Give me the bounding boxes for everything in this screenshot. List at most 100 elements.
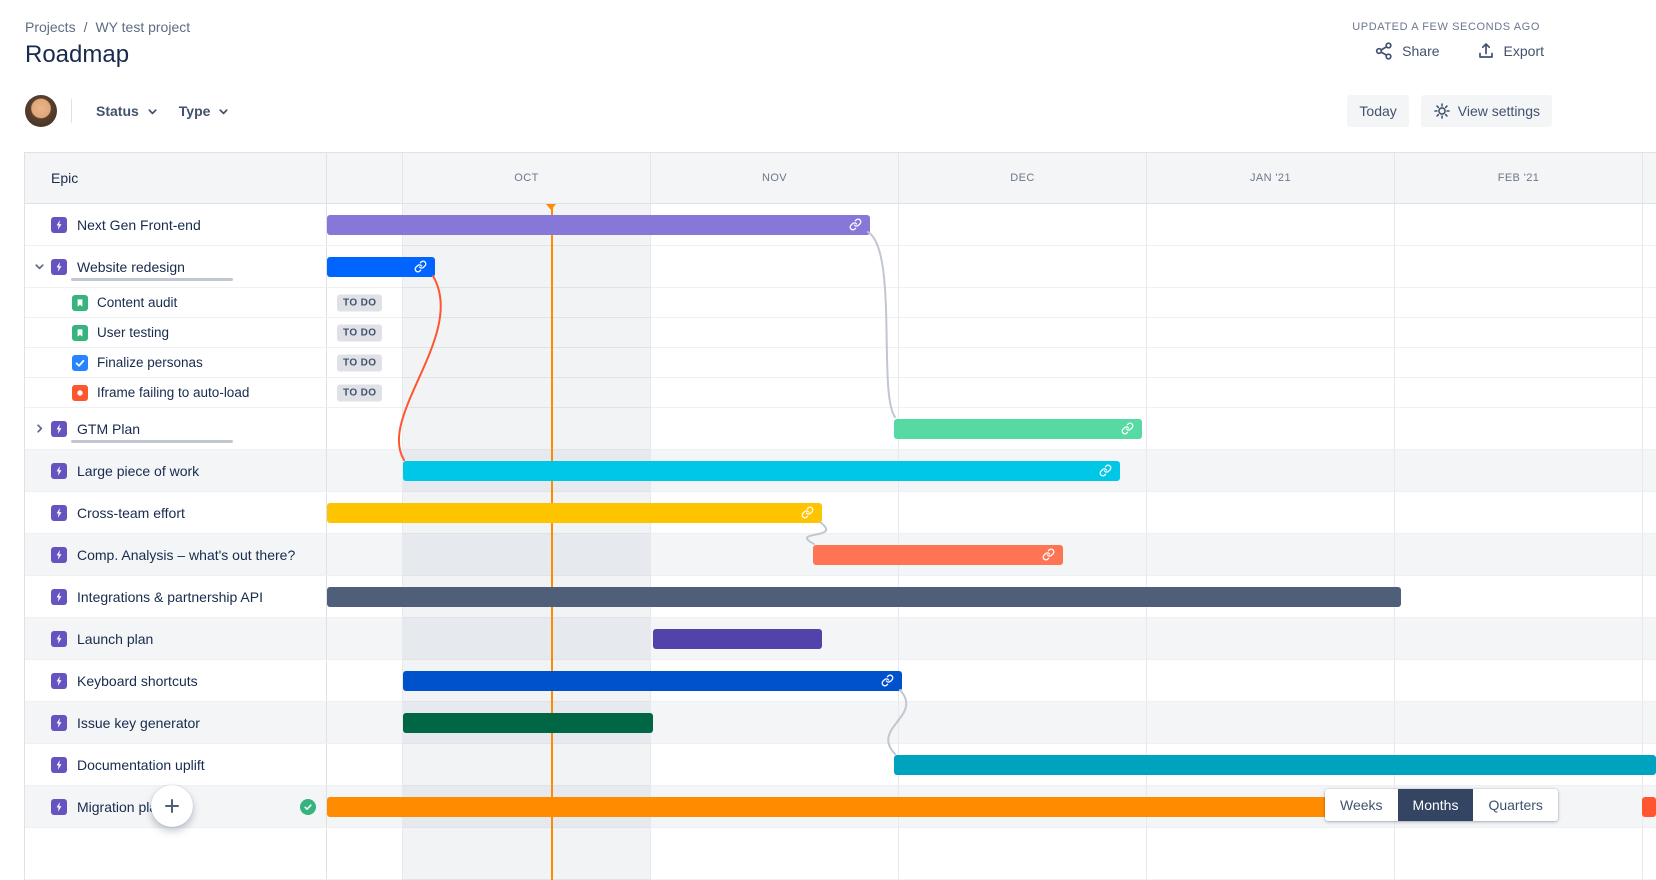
epic-label: Next Gen Front-end [77, 216, 201, 233]
timeline-cell-migration-plan [327, 786, 1656, 827]
zoom-quarters-button[interactable]: Quarters [1473, 789, 1558, 821]
epic-cell-large-piece-of-work[interactable]: Large piece of work [25, 450, 327, 491]
status-filter-label: Status [96, 103, 139, 119]
issue-cell-iframe-failing-to-auto-load[interactable]: Iframe failing to auto-load [25, 378, 327, 407]
view-settings-button[interactable]: View settings [1420, 95, 1552, 127]
epic-icon [51, 504, 67, 521]
epic-cell-next-gen-front-end[interactable]: Next Gen Front-end [25, 204, 327, 245]
epic-cell-integrations-partnership-api[interactable]: Integrations & partnership API [25, 576, 327, 617]
epic-label: Issue key generator [77, 714, 200, 731]
link-icon [1099, 464, 1112, 477]
epic-cell-launch-plan[interactable]: Launch plan [25, 618, 327, 659]
epic-cell-website-redesign[interactable]: Website redesign [25, 246, 327, 287]
epic-label: Comp. Analysis – what's out there? [77, 546, 296, 563]
chevron-right-icon[interactable] [33, 422, 51, 435]
timeline-cell-next-gen-front-end [327, 204, 1656, 245]
epic-label: Integrations & partnership API [77, 588, 263, 605]
gantt-bar-keyboard-shortcuts[interactable] [403, 670, 902, 691]
row-integrations-partnership-api: Integrations & partnership API [25, 576, 1656, 618]
issue-cell-finalize-personas[interactable]: Finalize personas [25, 348, 327, 377]
gantt-bar-issue-key-generator[interactable] [403, 712, 653, 733]
epic-label: GTM Plan [77, 420, 141, 437]
row-iframe-failing-to-auto-load: Iframe failing to auto-load TO DO [25, 378, 1656, 408]
epic-icon [51, 216, 67, 233]
epic-icon [51, 756, 67, 773]
epic-cell-documentation-uplift[interactable]: Documentation uplift [25, 744, 327, 785]
row-large-piece-of-work: Large piece of work [25, 450, 1656, 492]
row-launch-plan: Launch plan [25, 618, 1656, 660]
epic-progress-bar [71, 440, 233, 443]
share-label: Share [1402, 43, 1440, 59]
progress-complete-icon [300, 798, 316, 815]
zoom-weeks-button[interactable]: Weeks [1325, 789, 1398, 821]
gear-icon [1433, 102, 1451, 120]
gantt-bar-migration-plan-overflow[interactable] [1642, 796, 1656, 817]
gantt-bar-website-redesign[interactable] [327, 256, 435, 277]
panel-cell-empty [25, 828, 327, 879]
gantt-bar-migration-plan[interactable] [327, 796, 1537, 817]
issue-cell-content-audit[interactable]: Content audit [25, 288, 327, 317]
timeline-cell-keyboard-shortcuts [327, 660, 1656, 701]
timeline-cell-integrations-partnership-api [327, 576, 1656, 617]
epic-icon [51, 462, 67, 479]
export-button[interactable]: Export [1476, 41, 1544, 61]
gantt-bar-cross-team-effort[interactable] [327, 502, 822, 523]
epic-cell-comp-analysis[interactable]: Comp. Analysis – what's out there? [25, 534, 327, 575]
toolbar-divider [71, 99, 72, 123]
user-avatar[interactable] [25, 95, 57, 127]
toolbar-right: Today View settings [1347, 95, 1552, 127]
gantt-bar-documentation-uplift[interactable] [894, 754, 1656, 775]
zoom-months-button[interactable]: Months [1397, 789, 1474, 821]
month-header-spacer-6 [1642, 153, 1656, 203]
issue-cell-user-testing[interactable]: User testing [25, 318, 327, 347]
gantt-bar-comp-analysis[interactable] [813, 544, 1063, 565]
breadcrumb-projects[interactable]: Projects [25, 19, 76, 35]
row-finalize-personas: Finalize personas TO DO [25, 348, 1656, 378]
status-badge: TO DO [337, 324, 383, 341]
link-icon [849, 218, 862, 231]
timeline-cell-launch-plan [327, 618, 1656, 659]
epic-icon [51, 714, 67, 731]
epic-label: Migration plan [77, 798, 165, 815]
epic-icon [51, 420, 67, 437]
gantt-bar-gtm-plan[interactable] [894, 418, 1142, 439]
timeline-cell-empty-partial-row [327, 828, 1656, 879]
plus-icon [163, 797, 181, 815]
today-button[interactable]: Today [1347, 95, 1409, 127]
epic-label: Large piece of work [77, 462, 200, 479]
row-issue-key-generator: Issue key generator [25, 702, 1656, 744]
share-button[interactable]: Share [1374, 41, 1440, 61]
breadcrumb-current-project[interactable]: WY test project [95, 19, 191, 35]
epic-cell-keyboard-shortcuts[interactable]: Keyboard shortcuts [25, 660, 327, 701]
type-filter-dropdown[interactable]: Type [169, 97, 241, 125]
gantt-rows: Next Gen Front-end Website redesign Conten… [25, 204, 1656, 880]
export-label: Export [1503, 43, 1544, 59]
gantt-bar-next-gen-front-end[interactable] [327, 214, 870, 235]
status-filter-dropdown[interactable]: Status [86, 97, 169, 125]
timeline-cell-content-audit: TO DO [327, 288, 1656, 317]
epic-cell-migration-plan[interactable]: Migration plan [25, 786, 327, 827]
gantt-bar-integrations-partnership-api[interactable] [327, 586, 1401, 607]
gantt-bar-launch-plan[interactable] [653, 628, 822, 649]
issue-label: Finalize personas [97, 355, 203, 370]
breadcrumb: Projects / WY test project [25, 19, 190, 35]
epic-cell-issue-key-generator[interactable]: Issue key generator [25, 702, 327, 743]
epic-cell-gtm-plan[interactable]: GTM Plan [25, 408, 327, 449]
epic-icon [51, 546, 67, 563]
epic-icon [51, 630, 67, 647]
epic-cell-cross-team-effort[interactable]: Cross-team effort [25, 492, 327, 533]
epic-label: Keyboard shortcuts [77, 672, 198, 689]
timeline-cell-iframe-failing-to-auto-load: TO DO [327, 378, 1656, 407]
link-icon [881, 674, 894, 687]
gantt-bar-large-piece-of-work[interactable] [403, 460, 1120, 481]
add-epic-button[interactable] [151, 785, 193, 827]
link-icon [1042, 548, 1055, 561]
view-settings-label: View settings [1457, 103, 1540, 119]
today-label: Today [1359, 103, 1397, 119]
chevron-down-icon [146, 105, 159, 118]
chevron-down-icon[interactable] [33, 260, 51, 273]
timeline-cell-user-testing: TO DO [327, 318, 1656, 347]
row-content-audit: Content audit TO DO [25, 288, 1656, 318]
chart-header: Epic OCT NOV DEC JAN '21 FEB '21 [25, 153, 1656, 204]
row-gtm-plan: GTM Plan [25, 408, 1656, 450]
